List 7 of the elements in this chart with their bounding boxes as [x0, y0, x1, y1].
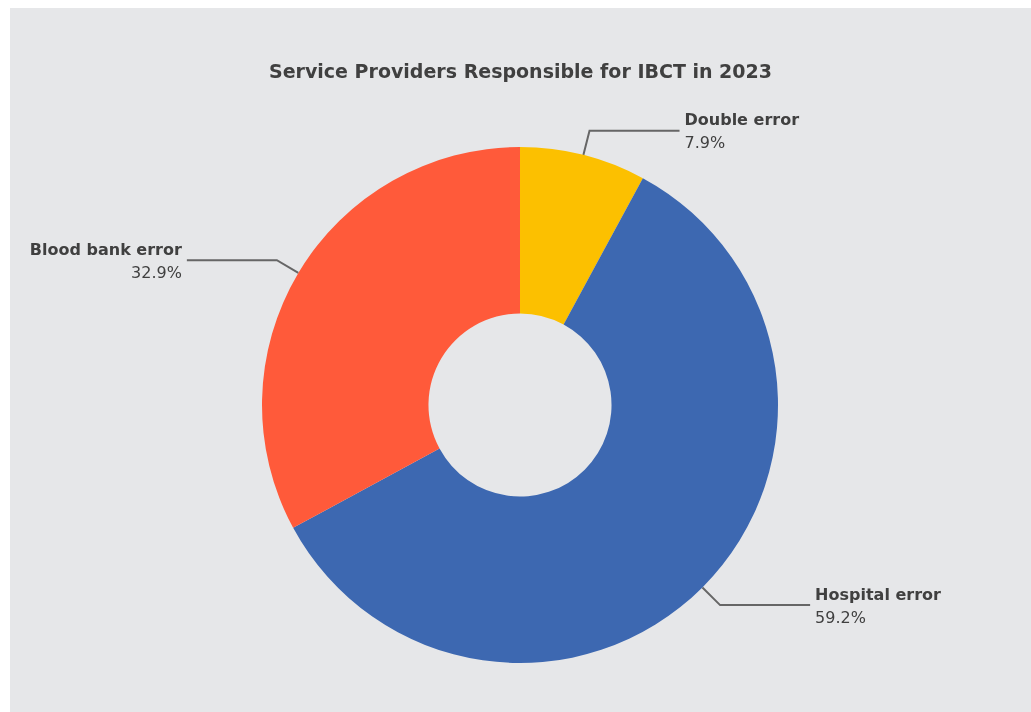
slice-label: Blood bank error: [29, 239, 182, 259]
data-label: 59.2%: [815, 607, 866, 627]
slice-label: Hospital error: [815, 584, 942, 604]
data-label: 32.9%: [131, 262, 182, 282]
slice-label: Double error: [684, 110, 800, 130]
chart-title: Service Providers Responsible for IBCT in 2023: [269, 59, 772, 82]
data-label: 7.9%: [684, 133, 726, 153]
